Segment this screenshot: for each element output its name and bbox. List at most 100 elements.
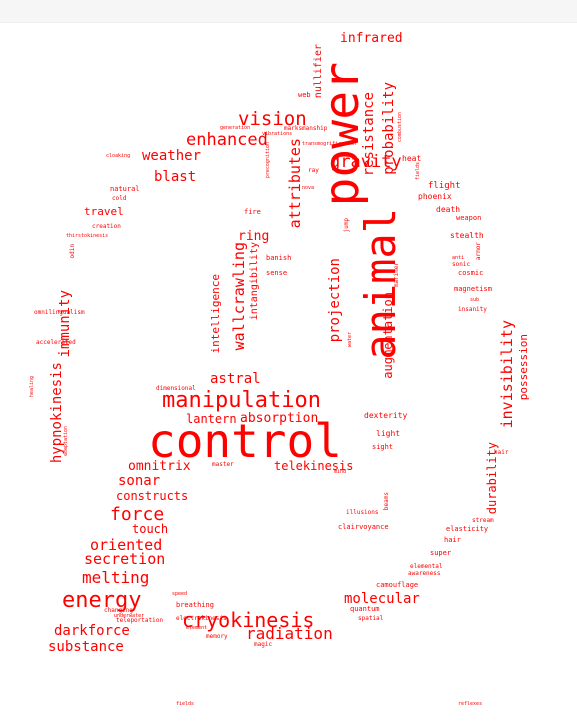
- word-flight: flight: [428, 181, 461, 191]
- word-generation: marksmanship: [284, 125, 328, 132]
- word-wallcrawling: wallcrawling: [230, 242, 248, 351]
- word-blast: blast: [154, 169, 197, 185]
- word-elasticity: jump: [343, 218, 350, 233]
- word-fire: fire: [244, 208, 261, 216]
- word-oriented: oriented: [90, 536, 163, 554]
- word-weather: weather: [142, 148, 202, 164]
- word-mariner: mariner: [393, 262, 400, 288]
- word-armor: sonic: [452, 261, 471, 268]
- word-omnitrix: omnitrix: [128, 459, 191, 474]
- word-adaptation: healing: [29, 376, 35, 398]
- word-nullifier: nullifier: [313, 44, 324, 99]
- word-speed: teleportation: [116, 617, 163, 624]
- word-touch: touch: [132, 522, 169, 536]
- word-precognition: generation: [220, 125, 251, 131]
- word-hypnokinesis: hypnokinesis: [49, 362, 65, 464]
- word-elemental: super: [430, 549, 452, 557]
- word-insanity: insanity: [458, 306, 487, 313]
- word-travel: travel: [84, 205, 124, 218]
- word-augmentation: augmentation: [381, 292, 395, 379]
- word-secretion: secretion: [84, 550, 166, 568]
- word-banish: banish: [266, 254, 292, 262]
- word-web: transmogrification: [302, 141, 357, 147]
- word-magnetism: magnetism: [454, 285, 492, 293]
- word-teleportation: changing: [104, 607, 133, 614]
- word-creation: odin: [69, 244, 76, 259]
- word-constructs: constructs: [116, 489, 189, 503]
- word-fields: anti: [452, 255, 465, 261]
- word-quantum: mind: [334, 469, 347, 475]
- word-light: dexterity: [364, 411, 408, 420]
- word-absorption: absorption: [240, 411, 319, 426]
- word-invisibility: invisibility: [498, 320, 516, 429]
- word-beams: illusions: [346, 509, 379, 516]
- word-nova: ray: [308, 167, 319, 174]
- word-mind: sight: [372, 443, 394, 451]
- word-dimensional: master: [212, 461, 234, 468]
- word-substance: substance: [48, 639, 124, 655]
- word-magic: memory: [206, 633, 228, 640]
- word-element: reflexes: [458, 701, 483, 707]
- word-projection: projection: [327, 258, 343, 343]
- word-thirstokinesis: cloaking: [106, 153, 131, 159]
- word-telekinesis: telekinesis: [274, 459, 354, 473]
- word-sense: sense: [266, 269, 288, 277]
- word-phoenix: phoenix: [418, 192, 452, 201]
- word-ray: web: [298, 91, 311, 99]
- word-darkforce: darkforce: [54, 623, 130, 639]
- word-clairvoyance: camouflage: [376, 581, 419, 589]
- word-astral: astral: [210, 371, 261, 387]
- word-underwater: speed: [172, 591, 188, 597]
- word-heat: heat: [402, 154, 422, 163]
- word-accelerated: dimensional: [156, 385, 196, 392]
- word-awareness: elemental: [410, 563, 443, 570]
- word-enhanced: enhanced: [186, 130, 268, 150]
- word-omnilingualism: adaptation: [63, 426, 69, 457]
- word-master: underwater: [114, 613, 145, 619]
- word-memory: electrokinesis: [176, 615, 227, 622]
- word-immunity: immunity: [57, 290, 73, 358]
- word-control: control: [148, 414, 342, 468]
- word-reflexes: fields: [176, 701, 195, 707]
- word-attributes: attributes: [286, 138, 304, 229]
- word-super: hair: [444, 536, 461, 544]
- word-sonar: sonar: [118, 473, 161, 489]
- word-changing: magic: [254, 641, 273, 648]
- word-illusions: clairvoyance: [338, 523, 389, 531]
- word-combustion: water: [347, 332, 353, 348]
- word-radiation: radiation: [246, 624, 333, 643]
- word-electrokinesis: breathing: [176, 601, 214, 609]
- word-energy: energy: [62, 588, 142, 613]
- word-infrared: infrared: [340, 31, 403, 46]
- word-transmogrification: precognition: [265, 142, 271, 179]
- word-sight: light: [376, 429, 401, 438]
- word-camouflage: awareness: [408, 570, 441, 577]
- word-cryokinesis: cryokinesis: [182, 608, 315, 632]
- word-possession: possession: [517, 334, 530, 401]
- top-bar: [0, 0, 577, 23]
- word-force: force: [110, 504, 165, 525]
- word-vision: vision: [238, 108, 307, 130]
- word-natural: cold: [112, 195, 127, 202]
- word-marksmanship: thirstokinesis: [66, 233, 109, 239]
- word-melting: melting: [82, 568, 150, 587]
- word-manipulation: manipulation: [162, 388, 321, 413]
- word-breathing: spatial: [358, 615, 384, 622]
- word-night: fields: [415, 162, 421, 181]
- word-cold: creation: [92, 223, 121, 230]
- word-molecular: molecular: [344, 591, 420, 607]
- word-resistance: resistance: [361, 92, 377, 177]
- word-vibrations: combustion: [397, 112, 403, 143]
- word-spatial: quantum: [350, 605, 380, 613]
- word-water: element: [186, 625, 208, 631]
- word-sub: armor: [475, 242, 482, 261]
- word-stream: hair: [494, 449, 509, 456]
- word-gravity: gravity: [330, 152, 402, 172]
- word-cloud: control power animal manipulation energy…: [0, 22, 577, 726]
- word-hair: elasticity: [446, 525, 489, 533]
- word-stealth: stealth: [450, 231, 484, 240]
- word-intelligence: intelligence: [209, 274, 222, 354]
- word-lantern: lantern: [186, 412, 237, 426]
- word-dexterity: beams: [383, 492, 390, 511]
- word-cloaking: natural: [110, 185, 140, 193]
